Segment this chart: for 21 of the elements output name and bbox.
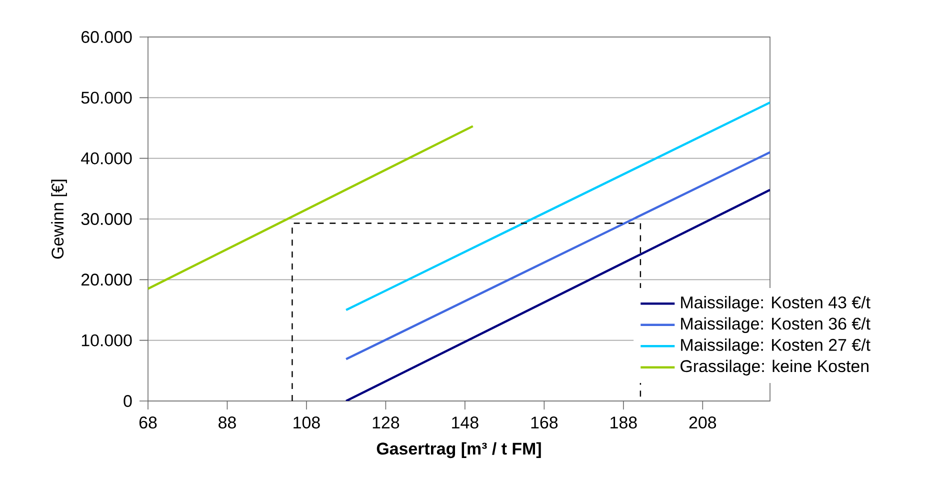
y-tick-label: 20.000 xyxy=(81,274,132,286)
legend-label: Maissilage: Kosten 27 €/t xyxy=(681,338,870,354)
y-tick-label: 60.000 xyxy=(82,31,132,43)
legend-label: Maissilage: Kosten 36 €/t xyxy=(681,317,870,334)
x-tick-label: 108 xyxy=(294,416,320,429)
y-tick-label: 0 xyxy=(124,395,132,407)
x-tick-label: 68 xyxy=(139,416,157,429)
x-tick-label: 148 xyxy=(452,416,478,429)
y-tick-label: 50.000 xyxy=(81,92,132,104)
legend-label: Maissilage: Kosten 43 €/t xyxy=(681,296,870,312)
y-tick-label: 30.000 xyxy=(81,213,132,225)
legend-label: Grassilage: keine Kosten xyxy=(680,360,868,376)
y-tick-label: 10.000 xyxy=(82,334,132,346)
x-axis-title: Gasertrag [m³ / t FM] xyxy=(376,442,541,458)
y-axis-title: Gewinn [€] xyxy=(51,180,67,259)
y-tick-label: 40.000 xyxy=(81,152,132,164)
x-tick-label: 88 xyxy=(218,416,236,429)
x-tick-label: 208 xyxy=(689,416,716,429)
x-tick-label: 128 xyxy=(372,416,400,429)
x-tick-label: 188 xyxy=(610,416,637,429)
x-tick-label: 168 xyxy=(531,416,558,429)
